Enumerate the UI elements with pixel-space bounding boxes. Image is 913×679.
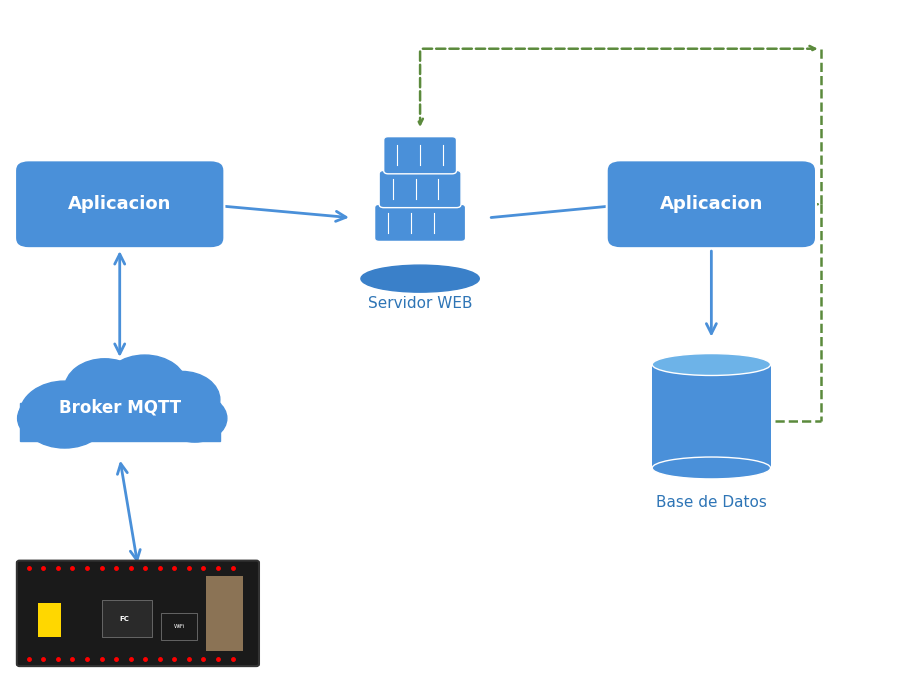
Bar (161, 613, 197, 640)
Circle shape (17, 394, 81, 442)
Text: Base de Datos: Base de Datos (656, 495, 767, 510)
Ellipse shape (652, 354, 771, 375)
Circle shape (65, 359, 145, 418)
Circle shape (102, 355, 187, 418)
FancyBboxPatch shape (379, 170, 461, 208)
FancyBboxPatch shape (383, 136, 456, 174)
Text: Aplicacion: Aplicacion (660, 196, 763, 213)
Bar (652, 365, 771, 468)
Bar (101, 600, 152, 637)
Bar (652, 365, 771, 468)
Text: WiFi: WiFi (173, 625, 184, 629)
Text: Aplicacion: Aplicacion (68, 196, 172, 213)
Circle shape (143, 371, 220, 428)
Ellipse shape (361, 265, 479, 292)
Circle shape (163, 394, 226, 442)
Bar (206, 576, 243, 650)
Bar (37, 603, 60, 637)
Text: Broker MQTT: Broker MQTT (58, 398, 181, 416)
FancyBboxPatch shape (15, 160, 225, 249)
Circle shape (19, 381, 110, 448)
Bar (19, 403, 220, 441)
FancyBboxPatch shape (606, 160, 816, 249)
FancyBboxPatch shape (16, 561, 259, 666)
FancyBboxPatch shape (374, 204, 466, 242)
Ellipse shape (652, 457, 771, 479)
Text: FC: FC (120, 616, 130, 622)
Text: Servidor WEB: Servidor WEB (368, 295, 472, 310)
